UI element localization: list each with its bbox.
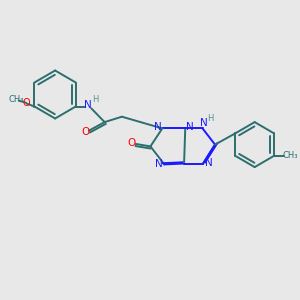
Text: O: O xyxy=(128,138,136,148)
Text: N: N xyxy=(155,159,163,170)
Text: N: N xyxy=(205,158,212,169)
Text: CH₃: CH₃ xyxy=(8,95,24,104)
Text: H: H xyxy=(92,95,99,104)
Text: N: N xyxy=(200,118,208,128)
Text: N: N xyxy=(186,122,194,133)
Text: N: N xyxy=(84,100,92,110)
Text: N: N xyxy=(154,122,162,133)
Text: O: O xyxy=(81,127,90,137)
Text: H: H xyxy=(207,114,214,123)
Text: CH₃: CH₃ xyxy=(283,152,298,160)
Text: O: O xyxy=(22,98,30,108)
